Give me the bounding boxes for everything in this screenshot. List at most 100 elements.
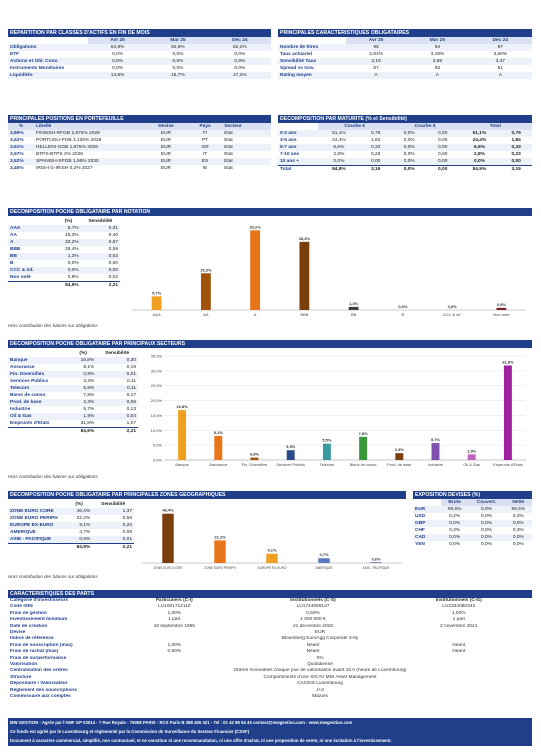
bar xyxy=(496,307,507,310)
table-row: Services Publics 3,3% 0,11 xyxy=(10,379,136,384)
geo-table-wrap: (%) Sensibilité ZONE EURO CORE 48,4% 1,37 Z… xyxy=(8,501,134,551)
x-tick-label: Oil & Gas xyxy=(463,462,480,467)
x-tick-label: Industrie xyxy=(428,462,443,467)
table-row: Banque 16,8% 0,30 xyxy=(8,357,138,364)
geo-panel: DECOMPOSITION POCHE OBLIGATAIRE PAR PRIN… xyxy=(8,491,406,499)
table-row: B 0,0% 0,00 xyxy=(10,261,118,266)
table-row: Centralisation des ordres Ordres recevabl… xyxy=(10,668,407,674)
table-row: 84,9% 2,21 xyxy=(8,281,120,289)
footer-line-1: MW GESTION - Agrée par l'AMF GP 03014 - … xyxy=(10,720,353,725)
geo-title: DECOMPOSITION POCHE OBLIGATAIRE PAR PRIN… xyxy=(8,491,406,499)
table-row: Oil & Gas 1,9% 0,04 xyxy=(8,413,138,420)
x-tick-label: AA xyxy=(203,312,209,317)
fx-title: EXPOSITION DEVISES (%) xyxy=(413,491,532,499)
x-tick-label: ZONE EURO PERIPH xyxy=(204,566,236,570)
bar xyxy=(503,365,512,460)
asset-classes-panel: REPARTITION PAR CLASSES D'ACTIFS EN FIN … xyxy=(8,29,271,79)
table-row: Valorisation Quotidienne xyxy=(10,662,333,668)
table-row: 10 ans +0,0% 0,00 0,0% 0,00 0,0% 0,00 xyxy=(278,158,532,166)
sectors-bar-chart: 0,0% 5,0% 10,0% 15,0% 20,0% 25,0% 30,0% 35,0% 16… xyxy=(151,354,526,467)
sectors-table: (%) Sensibilité Banque 16,8% 0,30 Assurance… xyxy=(8,351,138,435)
table-row: Date de création 18 septembre 1995 21 déce… xyxy=(10,623,478,629)
table-row: Investissement minimum 1 part 1 000 000 €1… xyxy=(10,617,465,623)
bar xyxy=(151,296,162,310)
table-row: Fin. Diversifiés 0,8% 0,01 xyxy=(8,371,138,378)
col-header: Total xyxy=(458,123,532,130)
fx-panel: EXPOSITION DEVISES (%) Brute Couvert. Ne… xyxy=(413,491,532,548)
col-header: Couvert. xyxy=(468,499,505,506)
col-header: Pays xyxy=(187,123,223,130)
footer-line-2: Ce fonds est agréé par le Luxembourg et … xyxy=(10,728,250,734)
rating-title: DECOMPOSITION POCHE OBLIGATAIRE PAR NOTA… xyxy=(8,208,532,216)
x-tick-label: Telecom xyxy=(320,462,335,467)
bar xyxy=(250,457,259,460)
table-row: Taux actuariel 2,91% 3,19% 3,60% xyxy=(280,52,508,57)
data-label: 16,8% xyxy=(176,404,188,409)
table-row: YEN 0,0% 0,0% 0,0% xyxy=(415,542,524,547)
bar xyxy=(266,553,278,563)
table-row: Règlement des souscriptions J+2 xyxy=(10,687,324,693)
col-header: % xyxy=(8,123,34,130)
sectors-table-wrap: (%) Sensibilité Banque 16,8% 0,30 Assurance… xyxy=(8,350,138,435)
table-row: Biens de conso 7,8% 0,17 xyxy=(10,393,136,398)
maturity-table: Courbe € Courbe $ Total 0-3 ans 51,1% 0,79… xyxy=(278,123,532,173)
table-row: Commissaire aux comptes Mazars xyxy=(10,694,328,700)
table-row: Spread vs Gov. 57 63 51 xyxy=(280,66,503,71)
bond-characteristics-panel: PRINCIPALES CARACTERISTIQUES OBLIGATAIRE… xyxy=(278,29,532,79)
table-row: ZONE EURO CORE 48,4% 1,37 xyxy=(8,508,134,515)
table-row: Liquidités 14,6% 16,7% 17,2% xyxy=(8,72,271,79)
table-row: 5-7 ans 6,6% 0,33 0,0% 0,00 6,6% 0,33 xyxy=(278,144,532,151)
bar xyxy=(299,241,310,310)
y-tick-label: 0,0% xyxy=(153,458,163,463)
data-label: 8,1% xyxy=(214,430,224,435)
table-row: EUR 99,5% 0,0% 99,5% xyxy=(413,506,532,513)
y-tick-label: 30,0% xyxy=(151,368,163,373)
table-row: 7-10 ans 2,8% 0,23 0,0% 0,00 2,8% 0,23 xyxy=(280,152,521,157)
y-tick-label: 25,0% xyxy=(151,383,163,388)
table-row: 3-5 ans 24,4% 1,84 0,0% 0,00 24,4% 1,84 xyxy=(280,138,521,143)
data-label: 0,0% xyxy=(398,304,408,309)
table-row: CHF 0,3% 0,0% 0,3% xyxy=(415,528,524,533)
table-row: Assurance 8,1% 0,19 xyxy=(10,365,136,370)
table-row: ASIE - PACIFIQUE 0,6% 0,01 xyxy=(8,536,134,544)
table-row: Devise EUR xyxy=(10,630,326,636)
fx-table: Brute Couvert. Nette EUR 99,5% 0,0% 99,5% U… xyxy=(413,499,532,548)
shares-table: Catégorie d'investisseurs Particuliers (… xyxy=(8,598,532,701)
bond-characteristics-title: PRINCIPALES CARACTERISTIQUES OBLIGATAIRE… xyxy=(278,29,532,37)
x-tick-label: AMERIQUE xyxy=(315,566,332,570)
sectors-panel: DECOMPOSITION POCHE OBLIGATAIRE PAR PRIN… xyxy=(8,340,532,348)
x-tick-label: CCC & inf. xyxy=(443,312,462,317)
data-label: 9,1% xyxy=(267,548,277,553)
x-tick-label: Assurance xyxy=(209,462,227,467)
x-tick-label: AAA xyxy=(153,312,161,317)
table-row: Frais de gestion 1,00% 0,50% 1,00% xyxy=(10,610,466,616)
data-label: 31,8% xyxy=(502,360,514,365)
table-row: Instruments Monétaires 0,0% 0,0% 0,0% xyxy=(10,66,246,71)
col-header: Mar 25 xyxy=(147,37,209,44)
bar xyxy=(286,450,295,460)
data-label: 1,9% xyxy=(467,448,477,453)
data-label: 5,7% xyxy=(152,290,162,295)
table-row: CCC & inf. 0,0% 0,00 xyxy=(8,267,120,274)
table-row: AA 15,3% 0,40 xyxy=(10,233,118,238)
rating-footnote: Hors contribution des futures sur obliga… xyxy=(8,323,98,328)
x-tick-label: Services Publics xyxy=(276,462,305,467)
bar xyxy=(162,513,174,563)
table-row: GBP 0,0% 0,0% 0,0% xyxy=(413,520,532,527)
table-row: 3,45% IRISH G-IRISH 0,2% 2027 EUR IE Etat xyxy=(10,166,233,171)
col-header: Devise xyxy=(144,123,188,130)
table-row: CAD 0,0% 0,0% 0,0% xyxy=(413,534,532,541)
y-tick-label: 10,0% xyxy=(151,428,163,433)
col-header: Nette xyxy=(504,499,532,506)
bar xyxy=(318,558,330,563)
table-row: Dépositaire / Valorisateur CACEIS Luxembo… xyxy=(10,681,343,687)
positions-table: % Libellé Devise Pays Secteur 3,66% FINNI… xyxy=(8,123,271,172)
positions-panel: PRINCIPALES POSITIONS EN PORTEFEUILLE % … xyxy=(8,115,271,172)
table-row: Prod. de base 2,3% 0,06 xyxy=(8,399,138,406)
table-row: 3,66% FINNISH-RFGB 2,875% 2029 EUR FI Etat xyxy=(8,130,271,137)
table-row: BBB 28,4% 0,59 xyxy=(10,247,118,252)
table-row: 3,52% SPANISH-SPGB 1,95% 2030 EUR ES Etat xyxy=(8,158,271,165)
data-label: 3,3% xyxy=(286,444,296,449)
x-tick-label: BB xyxy=(351,312,357,317)
col-header: Brute xyxy=(441,499,469,506)
